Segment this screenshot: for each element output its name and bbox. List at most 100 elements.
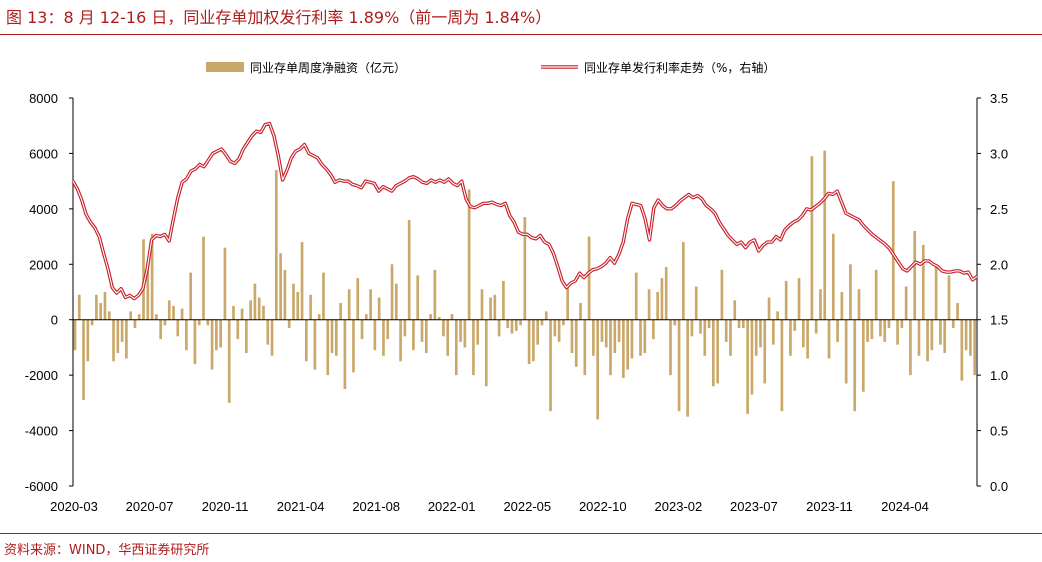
bar	[232, 305, 235, 320]
bar	[831, 233, 835, 320]
bar	[793, 319, 797, 331]
bar	[120, 319, 124, 342]
bar	[514, 319, 518, 331]
bar	[390, 264, 394, 320]
bar	[262, 305, 265, 320]
y-left-tick-label: 6000	[29, 146, 58, 161]
bar	[343, 319, 347, 389]
bar	[352, 319, 355, 373]
bar	[334, 319, 338, 356]
y-right-tick-label: 0.0	[990, 479, 1008, 494]
x-tick-label: 2020-07	[126, 499, 174, 514]
bar	[283, 269, 287, 320]
bar	[921, 244, 925, 320]
bar	[279, 253, 282, 320]
bar	[814, 319, 818, 334]
bar	[150, 233, 154, 320]
bar	[155, 314, 158, 320]
bar	[883, 319, 887, 342]
bar	[660, 278, 664, 320]
bar	[364, 314, 368, 320]
bar	[484, 319, 488, 387]
bar	[305, 319, 308, 362]
bar	[386, 319, 390, 340]
bar	[712, 319, 715, 387]
bar	[167, 300, 171, 320]
bar	[313, 319, 317, 370]
bar	[472, 319, 475, 376]
bar	[956, 303, 959, 320]
bar	[664, 267, 668, 320]
bar	[403, 319, 407, 337]
bar	[90, 319, 94, 326]
bar	[420, 319, 424, 342]
bar	[737, 319, 741, 329]
bar	[964, 319, 968, 351]
bar	[527, 319, 531, 365]
bar	[844, 319, 848, 384]
bar	[489, 297, 492, 320]
bar	[227, 319, 231, 403]
bar	[771, 319, 775, 345]
bar	[626, 319, 629, 370]
bar	[849, 264, 852, 320]
x-tick-label: 2021-04	[277, 499, 325, 514]
y-right-tick-label: 1.5	[990, 313, 1008, 328]
y-right-tick-label: 0.5	[990, 424, 1008, 439]
bar	[193, 319, 197, 365]
bar	[429, 314, 432, 320]
bar	[724, 319, 728, 342]
bar	[399, 319, 402, 362]
bar	[960, 319, 964, 381]
bar	[776, 311, 779, 320]
bar	[189, 272, 192, 320]
y-left-tick-label: -6000	[25, 479, 58, 494]
bar	[133, 319, 137, 329]
bar	[107, 311, 111, 320]
bar	[746, 319, 749, 414]
bar	[536, 319, 540, 345]
bar	[347, 289, 351, 320]
footer-rule	[0, 533, 1042, 534]
bar	[476, 319, 480, 345]
bar	[437, 316, 441, 320]
bar	[874, 269, 878, 320]
bar	[699, 319, 702, 334]
bar	[270, 319, 274, 356]
bar	[827, 319, 831, 359]
bar	[215, 319, 218, 351]
bar	[116, 319, 120, 353]
bar	[176, 319, 180, 337]
legend: 同业存单周度净融资（亿元） 同业存单发行利率走势（%，右轴）	[206, 60, 775, 75]
bar	[604, 319, 608, 348]
y-left-tick-label: 4000	[29, 202, 58, 217]
bar	[617, 319, 621, 342]
y-right-tick-label: 3.5	[990, 91, 1008, 106]
bar	[236, 319, 240, 340]
bar	[656, 292, 659, 320]
bar	[742, 319, 745, 329]
bar	[879, 319, 882, 337]
bar	[360, 319, 364, 340]
bar	[754, 319, 758, 356]
bar	[394, 283, 398, 320]
bar	[266, 319, 270, 345]
bar	[257, 297, 261, 320]
bar	[690, 319, 694, 337]
x-tick-label: 2023-07	[730, 499, 778, 514]
bar	[223, 247, 227, 320]
bar	[622, 319, 625, 378]
bar	[866, 319, 869, 342]
bar	[480, 289, 484, 320]
bar	[77, 294, 81, 320]
bar	[82, 319, 85, 401]
bar	[819, 289, 822, 320]
bar	[95, 294, 98, 320]
y-left-tick-label: 8000	[29, 91, 58, 106]
bar	[733, 300, 737, 320]
y-left-ticks: 8000 6000 4000 2000 0 -2000 -4000 -6000	[25, 91, 73, 494]
bar	[943, 319, 947, 353]
legend-line-label: 同业存单发行利率走势（%，右轴）	[584, 60, 775, 75]
bar	[86, 319, 90, 362]
chart-title: 图 13：8 月 12-16 日，同业存单加权发行利率 1.89%（前一周为 1…	[6, 8, 552, 27]
